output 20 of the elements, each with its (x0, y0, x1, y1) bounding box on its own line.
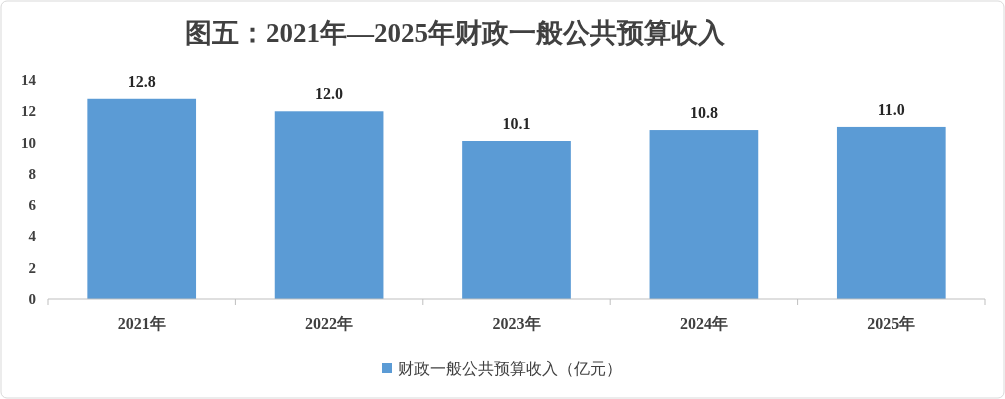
y-tick-label: 8 (28, 165, 36, 182)
y-tick-label: 12 (21, 103, 36, 120)
y-tick-label: 2 (28, 259, 36, 276)
data-label: 10.8 (689, 104, 718, 122)
y-tick-label: 4 (28, 228, 37, 245)
data-label: 10.1 (502, 115, 531, 133)
x-tick-label: 2021年 (117, 315, 166, 332)
chart-title: 图五：2021年—2025年财政一般公共预算收入 (185, 18, 726, 48)
y-tick-label: 10 (21, 134, 36, 151)
x-tick-label: 2023年 (492, 315, 541, 332)
y-tick-label: 6 (28, 197, 37, 214)
data-label: 12.8 (127, 72, 156, 90)
data-label: 11.0 (877, 100, 905, 118)
legend-label: 财政一般公共预算收入（亿元） (398, 360, 622, 377)
x-tick-label: 2022年 (305, 315, 354, 332)
y-tick-label: 14 (21, 72, 37, 88)
x-tick-label: 2025年 (867, 315, 916, 332)
x-tick-label: 2024年 (679, 315, 728, 332)
y-tick-label: 0 (28, 291, 36, 307)
data-label: 12.0 (315, 85, 344, 103)
